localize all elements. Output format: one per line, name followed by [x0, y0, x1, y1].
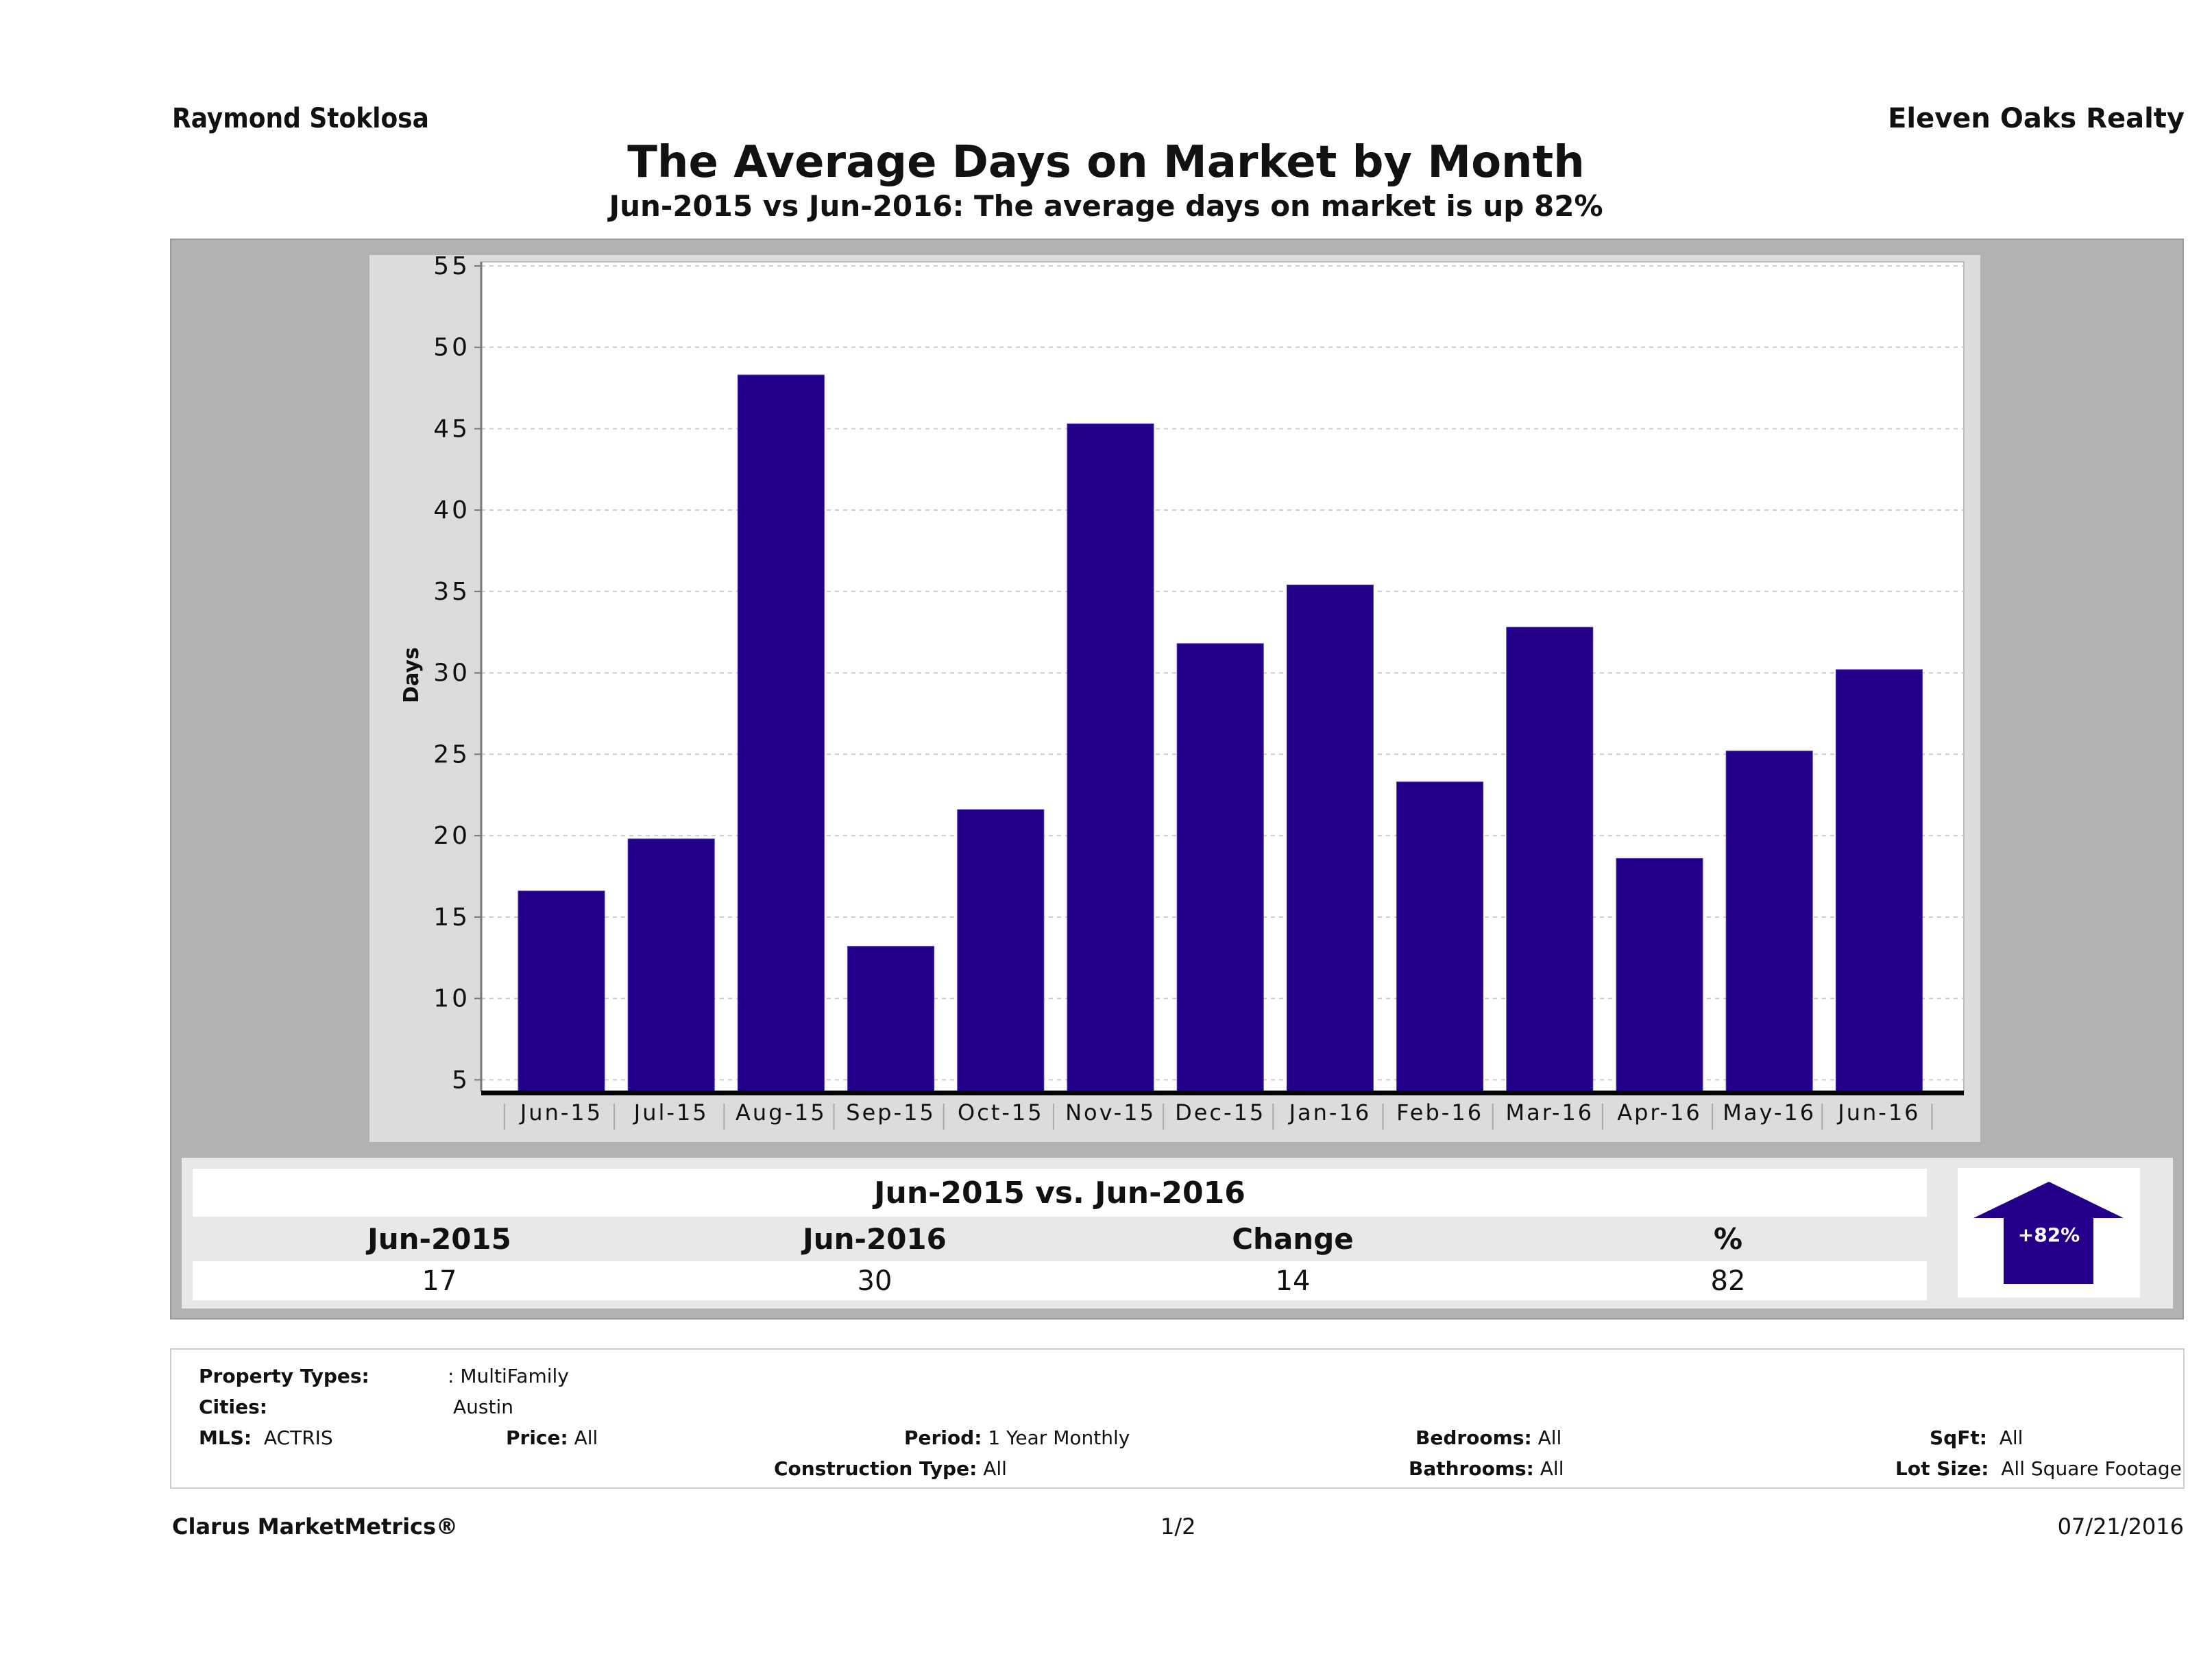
- filter-construction-type: Construction Type: All: [774, 1457, 1007, 1480]
- filters-panel: Property Types: : MultiFamily Cities: Au…: [170, 1348, 2185, 1489]
- filter-cities-label: Cities:: [199, 1396, 267, 1418]
- bar-jun-16: [1835, 669, 1923, 1092]
- y-tick-label: 20: [433, 822, 470, 850]
- page-number: 1/2: [1160, 1513, 1196, 1540]
- footer-brand: Clarus MarketMetrics®: [172, 1513, 459, 1540]
- summary-value-jun-2015: 17: [422, 1265, 457, 1297]
- y-tick-label: 50: [433, 334, 470, 362]
- y-tick-label: 30: [433, 659, 470, 688]
- y-tick-label: 55: [433, 252, 470, 280]
- filter-cities-value: Austin: [453, 1396, 513, 1418]
- summary-header-percent: %: [1713, 1222, 1743, 1256]
- x-tick-label: Dec-15: [1175, 1099, 1265, 1126]
- filter-price: Price: All: [506, 1426, 598, 1449]
- x-tick-label: Apr-16: [1617, 1099, 1702, 1126]
- report-date: 07/21/2016: [2057, 1513, 2184, 1540]
- y-tick-label: 40: [433, 496, 470, 524]
- company-name: Eleven Oaks Realty: [1888, 103, 2185, 134]
- summary-value-change: 14: [1275, 1265, 1311, 1297]
- bar-apr-16: [1616, 858, 1703, 1092]
- x-tick-label: Nov-15: [1065, 1099, 1156, 1126]
- x-tick-label: Jul-15: [633, 1099, 709, 1126]
- x-tick-label: Feb-16: [1396, 1099, 1483, 1126]
- x-tick-label: May-16: [1723, 1099, 1816, 1126]
- filter-bedrooms: Bedrooms: All: [1415, 1426, 1562, 1449]
- x-tick-label: Jun-16: [1836, 1099, 1920, 1126]
- bar-nov-15: [1067, 423, 1154, 1092]
- y-axis: 5 10 15 20 25 30 35 40 45 50 55: [433, 252, 483, 1094]
- bar-dec-15: [1176, 643, 1264, 1092]
- filter-lot-size: Lot Size: All Square Footage: [1895, 1457, 2182, 1480]
- y-tick-label: 35: [433, 578, 470, 606]
- summary-header-row: Jun-2015 Jun-2016 Change %: [193, 1217, 1927, 1261]
- change-badge: +82%: [1958, 1168, 2140, 1298]
- agent-name: Raymond Stoklosa: [172, 103, 429, 134]
- bar-jun-15: [518, 890, 605, 1092]
- page-subtitle: Jun-2015 vs Jun-2016: The average days o…: [609, 189, 1603, 223]
- y-tick-label: 45: [433, 415, 470, 443]
- summary-value-row: 17 30 14 82: [193, 1261, 1927, 1300]
- summary-header-jun-2016: Jun-2016: [803, 1222, 947, 1256]
- x-tick-label: Jan-16: [1288, 1099, 1372, 1126]
- x-axis-line: [481, 1091, 1964, 1095]
- y-tick-label: 10: [433, 985, 470, 1013]
- summary-header-jun-2015: Jun-2015: [367, 1222, 511, 1256]
- bar-oct-15: [957, 809, 1045, 1092]
- filter-property-types-label: Property Types:: [199, 1365, 369, 1387]
- bar-feb-16: [1396, 781, 1484, 1092]
- bar-jul-15: [627, 838, 715, 1092]
- y-tick-label: 15: [433, 903, 470, 932]
- filter-sqft: SqFt: All: [1930, 1426, 2023, 1449]
- summary-value-jun-2016: 30: [857, 1265, 892, 1297]
- x-tick-label: Oct-15: [958, 1099, 1044, 1126]
- filter-period: Period: 1 Year Monthly: [904, 1426, 1130, 1449]
- x-tick-label: Aug-15: [736, 1099, 827, 1126]
- up-arrow-icon: +82%: [1973, 1182, 2124, 1284]
- summary-header-change: Change: [1232, 1222, 1354, 1256]
- summary-title: Jun-2015 vs. Jun-2016: [193, 1169, 1927, 1217]
- bar-may-16: [1725, 751, 1813, 1092]
- x-tick-label: Mar-16: [1506, 1099, 1594, 1126]
- y-tick-label: 5: [452, 1066, 470, 1094]
- bars: [518, 374, 1923, 1092]
- bar-sep-15: [847, 946, 935, 1092]
- filter-mls: MLS: ACTRIS: [199, 1426, 333, 1449]
- bar-mar-16: [1506, 627, 1594, 1092]
- bar-aug-15: [737, 374, 825, 1092]
- y-axis-label: Days: [400, 647, 424, 703]
- filter-bathrooms: Bathrooms: All: [1409, 1457, 1564, 1480]
- change-badge-label: +82%: [2018, 1224, 2080, 1246]
- summary-value-percent: 82: [1710, 1265, 1746, 1297]
- x-axis: Jun-15 Jul-15 Aug-15 Sep-15 Oct-15 Nov-15 Dec-…: [481, 1091, 1964, 1130]
- bar-jan-16: [1286, 584, 1374, 1092]
- y-tick-label: 25: [433, 740, 470, 768]
- filter-property-types-value: : MultiFamily: [448, 1365, 569, 1387]
- x-tick-label: Jun-15: [519, 1099, 603, 1126]
- page-title: The Average Days on Market by Month: [627, 137, 1585, 188]
- x-tick-label: Sep-15: [846, 1099, 936, 1126]
